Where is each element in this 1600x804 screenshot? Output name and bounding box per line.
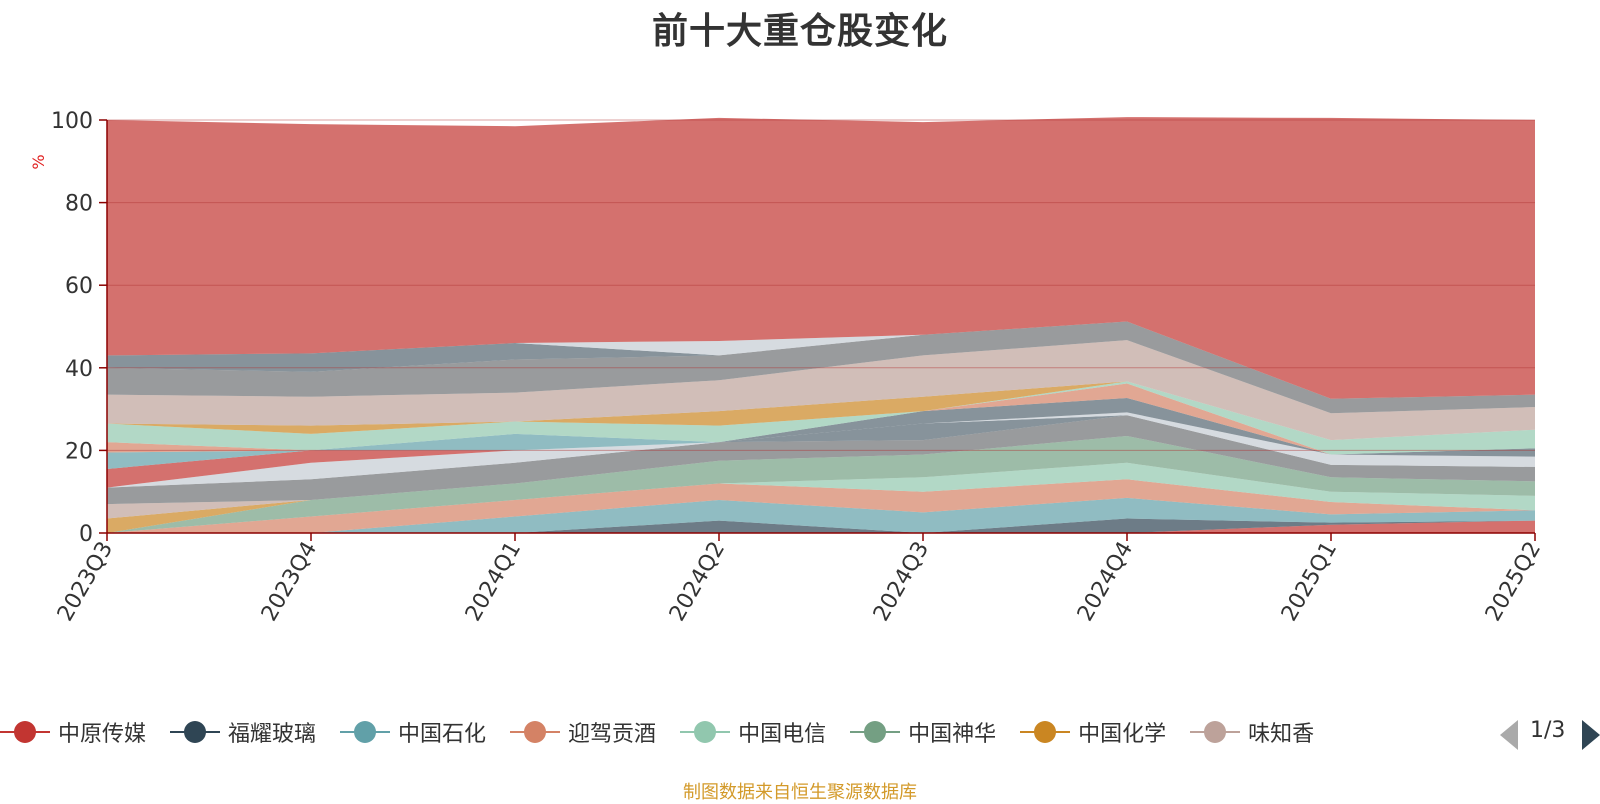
legend-item-1[interactable]: 福耀玻璃 <box>170 712 316 752</box>
area-series-13 <box>107 397 1535 457</box>
legend-item-2[interactable]: 中国石化 <box>340 712 486 752</box>
legend-label: 迎驾贡酒 <box>568 722 657 747</box>
legend-next-arrow-icon[interactable] <box>1582 720 1600 750</box>
legend-prev-arrow-icon[interactable] <box>1500 720 1518 750</box>
area-series-4 <box>107 462 1535 533</box>
chart-title: 前十大重仓股变化 <box>651 11 948 52</box>
gridlines <box>107 119 1535 451</box>
area-series-10 <box>107 412 1535 488</box>
area-series-16 <box>107 381 1535 441</box>
area-series-5 <box>107 435 1535 533</box>
y-tick-labels: 0 20 40 60 80 100 <box>51 109 93 547</box>
area-series-8 <box>107 415 1535 505</box>
area-series-21 <box>107 117 1535 399</box>
legend: 中原传媒 福耀玻璃 中国石化 迎驾贡酒 中国电信 中国神华 中国化学 味知香 <box>0 712 1480 752</box>
legend-item-3[interactable]: 迎驾贡酒 <box>510 712 656 752</box>
legend-marker-icon <box>1190 720 1241 744</box>
legend-item-7[interactable]: 味知香 <box>1190 712 1314 752</box>
legend-label: 中国电信 <box>738 722 827 747</box>
x-tick-label-1: 2023Q4 <box>257 538 322 626</box>
y-tick-label-4: 80 <box>65 192 93 217</box>
x-tick-label-4: 2024Q3 <box>869 538 934 626</box>
legend-marker-icon <box>850 720 901 744</box>
x-tick-label-7: 2025Q2 <box>1481 538 1546 626</box>
area-series-0 <box>107 520 1535 533</box>
x-tick-label-0: 2023Q3 <box>53 538 118 626</box>
legend-label: 中原传媒 <box>58 722 147 747</box>
area-series-15 <box>107 381 1535 455</box>
area-series-17 <box>107 340 1535 441</box>
legend-label: 味知香 <box>1248 722 1315 747</box>
y-tick-label-3: 60 <box>65 274 93 299</box>
y-tick-label-2: 40 <box>65 357 93 382</box>
axes <box>99 119 1536 541</box>
area-layers <box>107 117 1535 533</box>
legend-marker-icon <box>680 720 731 744</box>
legend-marker-icon <box>340 720 391 744</box>
x-tick-label-5: 2024Q4 <box>1073 538 1138 626</box>
legend-item-0[interactable]: 中原传媒 <box>0 712 146 752</box>
legend-label: 中国化学 <box>1078 722 1167 747</box>
area-series-19 <box>107 321 1535 399</box>
y-tick-label-0: 0 <box>79 522 93 547</box>
legend-marker-icon <box>170 720 221 744</box>
legend-marker-icon <box>0 720 50 744</box>
area-series-18 <box>107 321 1535 414</box>
x-tick-label-3: 2024Q2 <box>665 538 730 626</box>
area-series-1 <box>107 518 1535 533</box>
source-note: 制图数据来自恒生聚源数据库 <box>683 782 917 803</box>
x-tick-label-6: 2025Q1 <box>1277 538 1342 626</box>
area-series-3 <box>107 479 1535 533</box>
legend-item-6[interactable]: 中国化学 <box>1020 712 1166 752</box>
legend-marker-icon <box>1020 720 1071 744</box>
y-tick-label-5: 100 <box>51 109 93 134</box>
legend-label: 中国石化 <box>398 722 487 747</box>
legend-marker-icon <box>510 720 561 744</box>
legend-label: 中国神华 <box>908 722 997 747</box>
area-series-2 <box>107 497 1535 533</box>
x-tick-label-2: 2024Q1 <box>461 538 526 626</box>
y-axis-label: % <box>29 154 48 169</box>
legend-label: 福耀玻璃 <box>228 722 317 747</box>
y-tick-label-1: 20 <box>65 439 93 464</box>
legend-pager: 1/3 <box>1500 718 1600 752</box>
legend-item-5[interactable]: 中国神华 <box>850 712 996 752</box>
legend-page-indicator: 1/3 <box>1530 718 1566 743</box>
legend-item-4[interactable]: 中国电信 <box>680 712 826 752</box>
x-tick-labels: 2023Q3 2023Q4 2024Q1 2024Q2 2024Q3 2024Q4 2025… <box>53 538 1546 626</box>
